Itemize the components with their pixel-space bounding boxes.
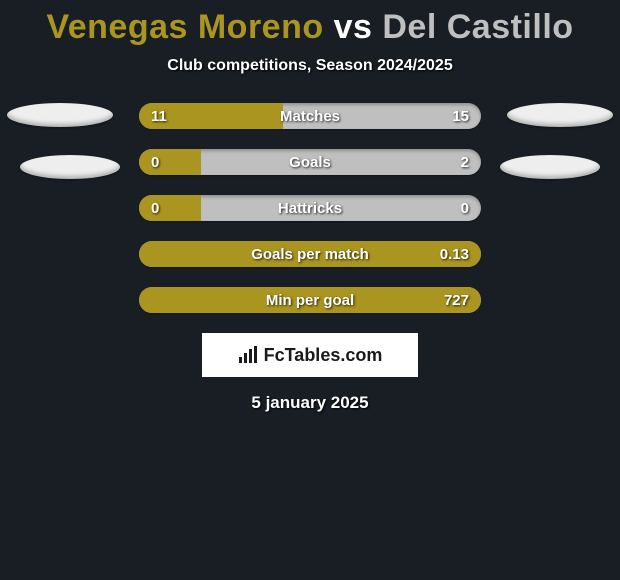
card-title: Venegas Moreno vs Del Castillo [0,0,620,47]
stat-row: 727Min per goal [139,287,481,313]
ellipse-top-right [507,103,613,127]
value-b: 0.13 [428,241,481,267]
snapshot-date: 5 january 2025 [0,393,620,413]
stat-row: 00Hattricks [139,195,481,221]
ellipse-bot-right [500,155,600,179]
stat-row: 1115Matches [139,103,481,129]
vs-word: vs [334,8,373,46]
comparison-card: Venegas Moreno vs Del Castillo Club comp… [0,0,620,580]
card-subtitle: Club competitions, Season 2024/2025 [0,57,620,75]
chart-area: 1115Matches02Goals00Hattricks0.13Goals p… [0,103,620,313]
value-a: 0 [139,149,171,175]
ellipse-bot-left [20,155,120,179]
value-a: 0 [139,195,171,221]
player-b-name: Del Castillo [382,8,573,46]
player-a-name: Venegas Moreno [46,8,323,46]
brand-badge: FcTables.com [202,333,418,377]
value-b: 2 [449,149,481,175]
ellipse-top-left [7,103,113,127]
fill-full [139,287,481,313]
rows-container: 1115Matches02Goals00Hattricks0.13Goals p… [0,103,620,313]
value-b: 0 [449,195,481,221]
value-b: 15 [440,103,481,129]
brand-text: FcTables.com [264,345,383,366]
stat-row: 02Goals [139,149,481,175]
stat-row: 0.13Goals per match [139,241,481,267]
bar-chart-icon [238,346,260,364]
value-a: 11 [139,103,179,129]
value-b: 727 [432,287,481,313]
